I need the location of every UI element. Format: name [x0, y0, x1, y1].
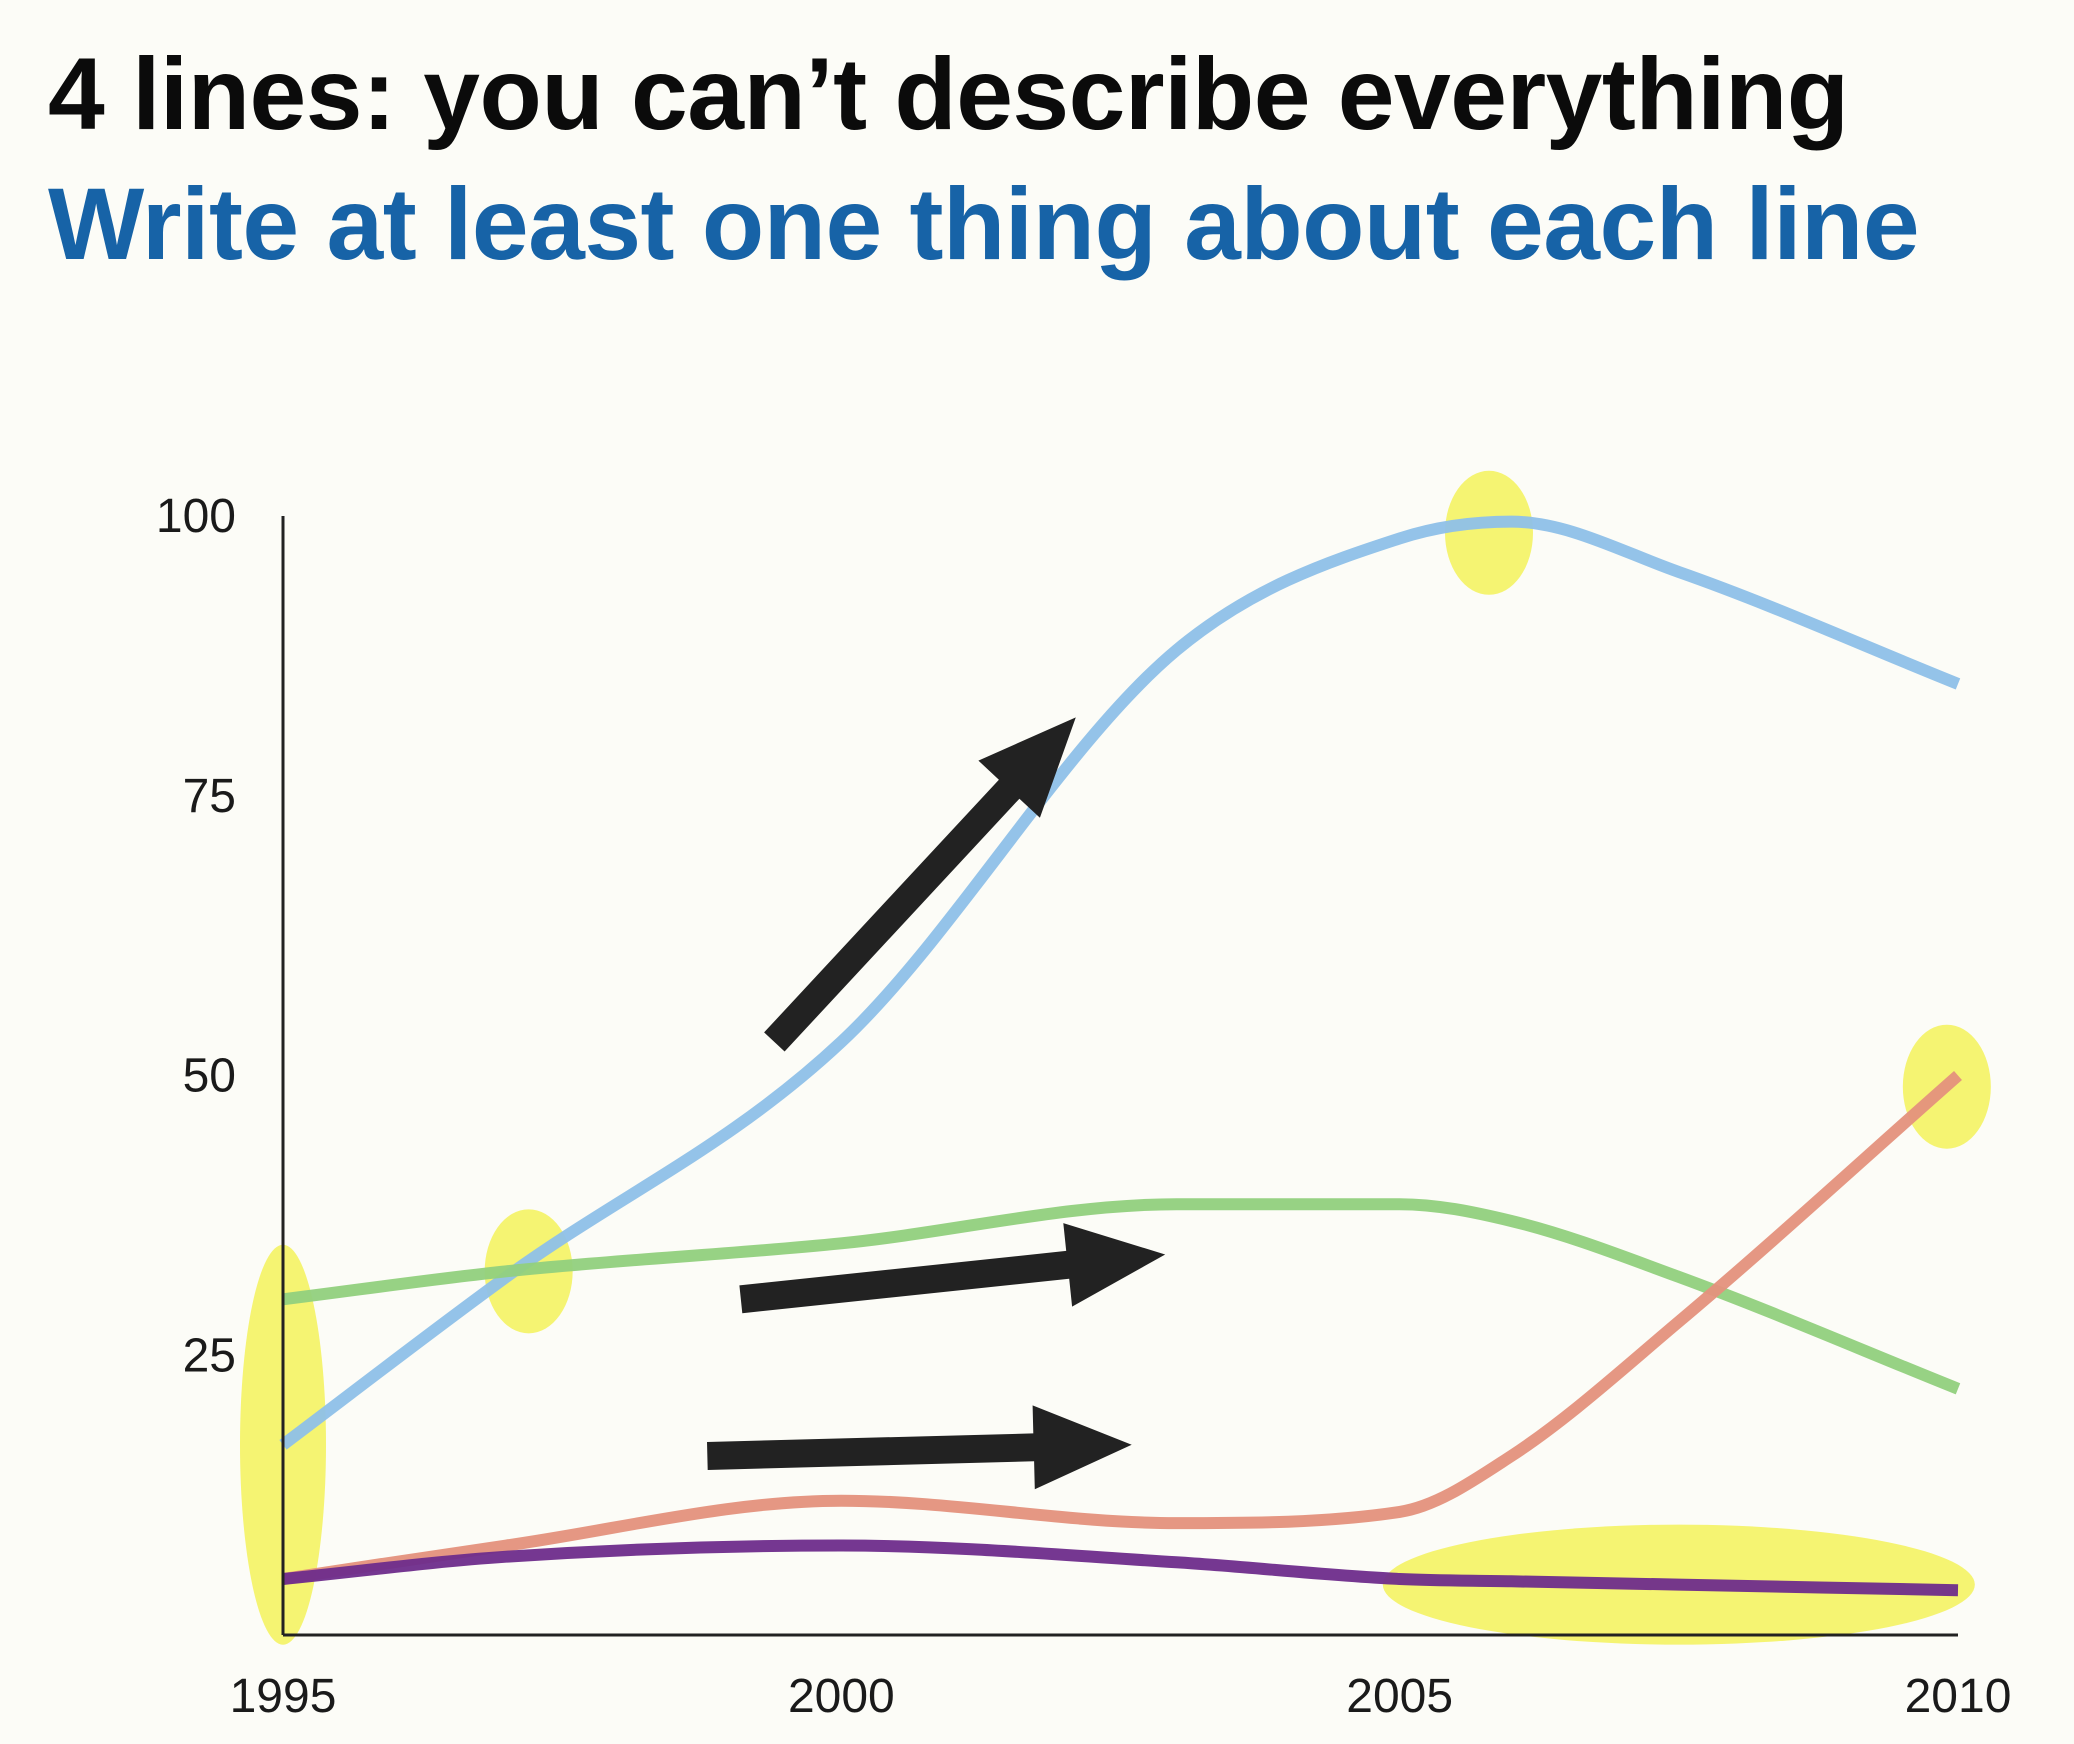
slide-title: 4 lines: you can’t describe everything — [48, 37, 1849, 151]
series-line — [282, 1198, 1961, 1395]
series-line — [282, 1539, 1959, 1597]
x-tick-label: 2010 — [1905, 1670, 2012, 1723]
series-line — [279, 515, 1961, 1450]
annotation-arrow — [764, 717, 1076, 1052]
highlight-markers — [240, 470, 1991, 1645]
y-tick-label: 50 — [183, 1050, 236, 1103]
x-tick-labels: 1995 2000 2005 2010 — [230, 1670, 2012, 1723]
x-tick-label: 1995 — [230, 1670, 337, 1723]
axes — [281, 516, 1958, 1637]
annotation-arrow — [739, 1223, 1166, 1314]
annotation-arrow — [707, 1405, 1132, 1490]
series-line — [282, 1070, 1962, 1585]
annotation-arrows — [707, 717, 1166, 1490]
y-tick-label: 100 — [156, 490, 236, 543]
y-tick-labels: 25 50 75 100 — [156, 490, 236, 1382]
y-tick-label: 25 — [183, 1329, 236, 1382]
x-tick-label: 2000 — [788, 1670, 895, 1723]
series-lines — [279, 515, 1962, 1597]
y-tick-label: 75 — [183, 770, 236, 823]
highlight-marker — [1445, 470, 1533, 595]
x-tick-label: 2005 — [1346, 1670, 1453, 1723]
slide-subtitle: Write at least one thing about each line — [48, 167, 1920, 281]
